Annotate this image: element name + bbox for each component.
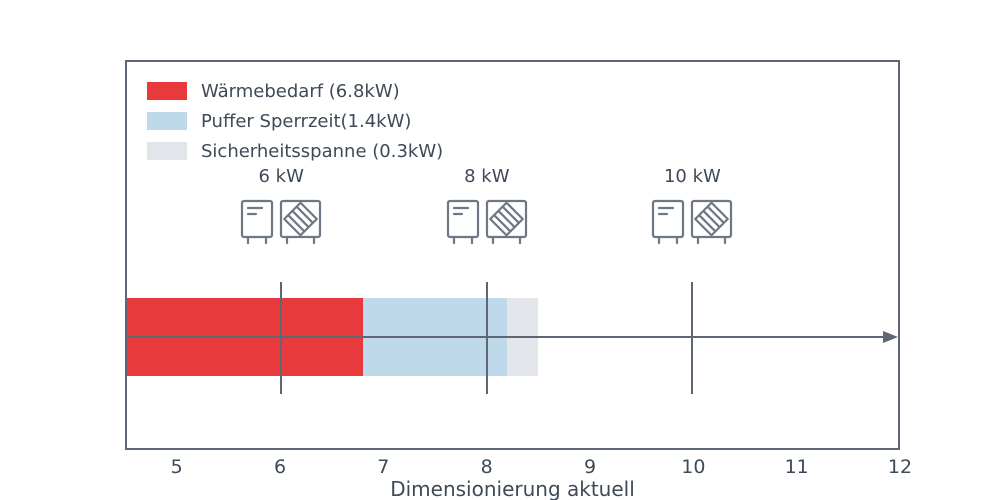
capacity-label: 10 kW — [663, 166, 721, 187]
legend-label-puffer-sperrzeit: Puffer Sperrzeit(1.4kW) — [201, 110, 412, 132]
legend-swatch-sicherheitsspanne — [147, 142, 187, 160]
heat-pump-icon — [652, 199, 733, 245]
x-tick-label: 12 — [887, 456, 913, 478]
legend-label-sicherheitsspanne: Sicherheitsspanne (0.3kW) — [201, 140, 444, 162]
legend-swatch-waermebedarf — [147, 82, 187, 100]
legend-item-puffer-sperrzeit: Puffer Sperrzeit(1.4kW) — [147, 106, 443, 136]
heat-pump-icon — [241, 199, 322, 245]
x-tick-label: 10 — [681, 456, 706, 478]
axis-arrowhead-icon — [883, 331, 898, 343]
heat-pump-icon — [446, 199, 527, 245]
x-axis-arrow — [127, 331, 898, 343]
legend-label-waermebedarf: Wärmebedarf (6.8kW) — [201, 80, 400, 102]
x-tick-label: 7 — [377, 456, 390, 478]
plot-area: Wärmebedarf (6.8kW) Puffer Sperrzeit(1.4k… — [125, 60, 900, 450]
capacity-marker-line — [691, 282, 694, 394]
x-tick-label: 8 — [480, 456, 493, 478]
x-tick-label: 9 — [583, 456, 597, 478]
capacity-marker-line — [485, 282, 488, 394]
capacity-label: 8 kW — [464, 166, 510, 187]
capacity-marker-line — [280, 282, 283, 394]
x-tick-label: 5 — [170, 456, 183, 478]
x-tick-layer: 5 6 7 8 9 10 11 12 — [125, 456, 912, 480]
x-tick-label: 6 — [273, 456, 287, 478]
x-tick-label: 11 — [784, 456, 809, 478]
legend-item-waermebedarf: Wärmebedarf (6.8kW) — [147, 76, 443, 106]
capacity-label: 6 kW — [258, 166, 304, 187]
legend-item-sicherheitsspanne: Sicherheitsspanne (0.3kW) — [147, 136, 443, 166]
legend: Wärmebedarf (6.8kW) Puffer Sperrzeit(1.4k… — [147, 76, 443, 166]
legend-swatch-puffer-sperrzeit — [147, 112, 187, 130]
x-axis-title: Dimensionierung aktuell — [390, 477, 635, 500]
